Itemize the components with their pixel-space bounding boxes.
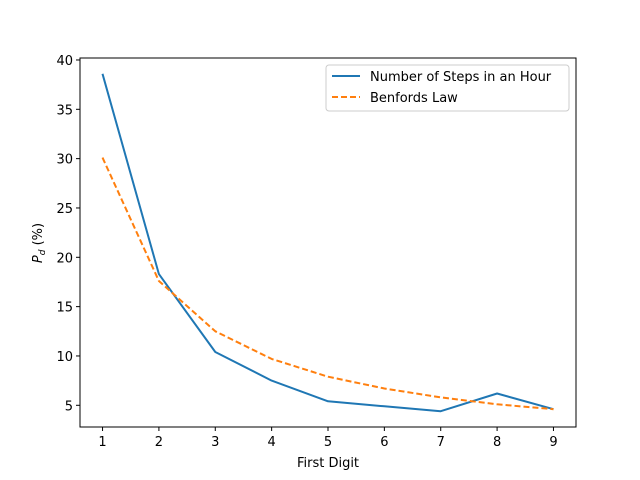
y-tick-label: 10	[56, 350, 73, 365]
legend: Number of Steps in an Hour Benfords Law	[325, 64, 570, 112]
y-tick-label: 15	[56, 301, 73, 316]
x-tick-label: 4	[267, 435, 275, 450]
x-tick-label: 5	[324, 435, 332, 450]
x-tick-label: 9	[549, 435, 557, 450]
x-tick-label: 8	[493, 435, 501, 450]
y-tick-label: 20	[56, 251, 73, 266]
x-axis-label: First Digit	[297, 456, 359, 471]
x-axis-ticks: 1 2 3 4 5 6 7 8 9	[98, 427, 558, 450]
plot-area	[101, 73, 554, 413]
x-tick-label: 3	[211, 435, 219, 450]
legend-label-benford: Benfords Law	[370, 91, 458, 106]
y-tick-label: 30	[56, 153, 73, 168]
legend-label-steps: Number of Steps in an Hour	[370, 70, 552, 85]
x-tick-label: 7	[437, 435, 445, 450]
y-tick-label: 40	[56, 54, 73, 69]
y-axis-ticks: 5 10 15 20 25 30 35 40	[56, 54, 80, 414]
svg-text:Pd (%): Pd (%)	[31, 223, 48, 263]
x-tick-label: 1	[98, 435, 106, 450]
y-tick-label: 35	[56, 103, 73, 118]
y-tick-label: 25	[56, 202, 73, 217]
y-axis-label: Pd (%)	[31, 223, 48, 263]
legend-box	[325, 64, 570, 112]
series-line-1	[101, 157, 554, 411]
series-line-0	[101, 73, 554, 413]
x-tick-label: 6	[380, 435, 388, 450]
y-tick-label: 5	[65, 399, 73, 414]
x-tick-label: 2	[155, 435, 163, 450]
